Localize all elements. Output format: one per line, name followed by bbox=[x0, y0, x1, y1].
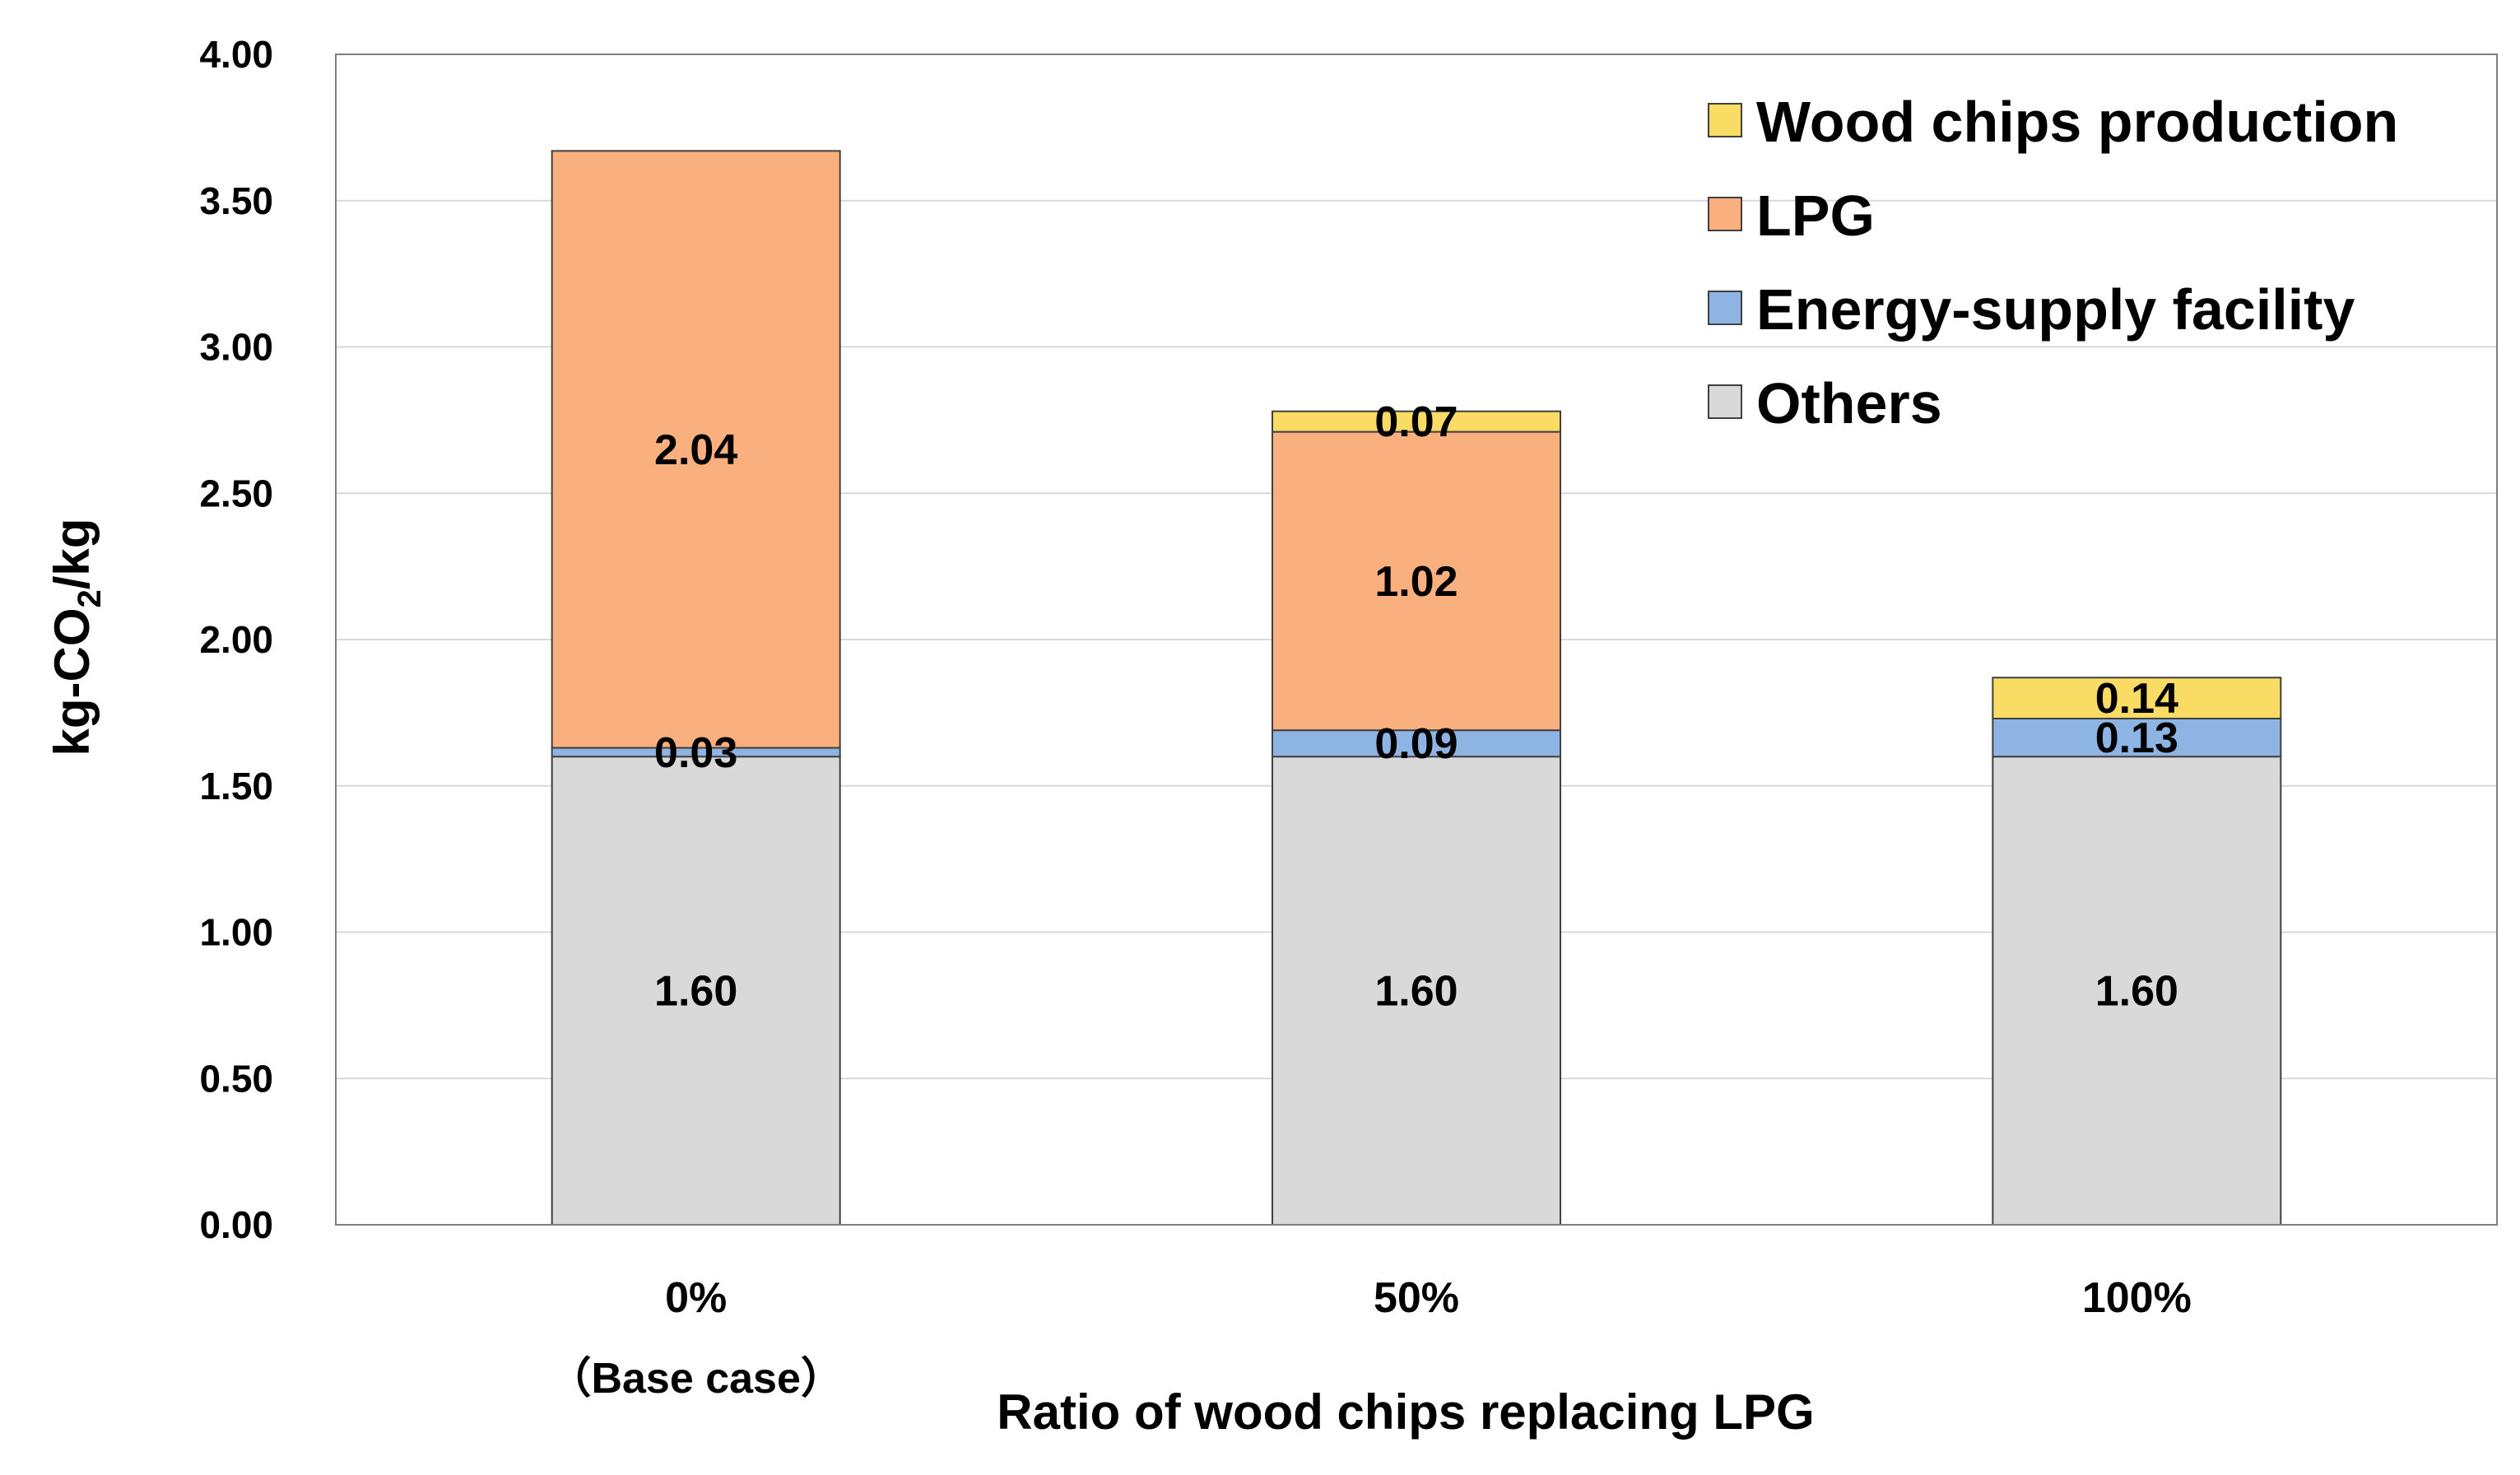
legend-label-lpg: LPG bbox=[1756, 184, 1875, 248]
bar-segment-others bbox=[1272, 756, 1561, 1226]
x-category-label: 100% bbox=[2082, 1274, 2192, 1322]
legend-swatch-wood-chips-production bbox=[1708, 103, 1742, 137]
x-category-label: 50% bbox=[1374, 1274, 1459, 1322]
bar-segment-energy-supply-facility bbox=[1272, 729, 1561, 758]
y-tick-label: 2.00 bbox=[199, 618, 273, 661]
y-tick-label: 2.50 bbox=[199, 472, 273, 514]
plot-area-frame bbox=[335, 54, 2498, 1226]
legend-swatch-others bbox=[1708, 384, 1742, 419]
y-tick-label: 1.00 bbox=[199, 911, 273, 954]
legend-label-wood-chips-production: Wood chips production bbox=[1756, 90, 2398, 154]
data-label: 1.60 bbox=[2095, 968, 2178, 1016]
data-label: 0.14 bbox=[2095, 675, 2178, 723]
bars bbox=[551, 150, 2282, 1226]
y-tick-label: 1.50 bbox=[199, 765, 273, 807]
data-label: 1.60 bbox=[654, 968, 737, 1016]
y-tick-label: 3.50 bbox=[199, 179, 273, 222]
bar-segment-lpg bbox=[551, 150, 841, 749]
x-category-sublabel: （Base case） bbox=[548, 1355, 843, 1403]
legend: Wood chips production LPG Energy-supply fa… bbox=[1708, 90, 2398, 435]
y-tick-label: 4.00 bbox=[199, 33, 273, 76]
data-label: 1.02 bbox=[1374, 558, 1458, 606]
y-tick-label: 0.00 bbox=[199, 1203, 273, 1246]
x-axis-title: Ratio of wood chips replacing LPG bbox=[997, 1384, 1814, 1440]
legend-label-others: Others bbox=[1756, 371, 1942, 435]
y-tick-label: 0.50 bbox=[199, 1057, 273, 1100]
data-labels: 1.60 0.03 2.04 1.60 0.09 1.02 0.07 1.60 0.130.14 bbox=[654, 398, 2178, 1015]
y-axis-title: kg-CO2/kg bbox=[44, 519, 108, 756]
x-category-label: 0% bbox=[665, 1274, 727, 1322]
data-label: 1.60 bbox=[1374, 968, 1458, 1016]
bar-segment-wood-chips-production bbox=[1992, 677, 2282, 719]
data-label: 0.09 bbox=[1374, 720, 1458, 768]
bar-segment-wood-chips-production bbox=[1272, 410, 1561, 433]
bar-segment-energy-supply-facility bbox=[1992, 717, 2282, 758]
legend-swatch-lpg bbox=[1708, 197, 1742, 231]
data-label: 0.03 bbox=[654, 729, 737, 777]
y-axis-ticks: 0.00 0.50 1.00 1.50 2.00 2.50 3.00 3.50 4.00 bbox=[199, 33, 273, 1246]
y-tick-label: 3.00 bbox=[199, 326, 273, 369]
data-label: 0.13 bbox=[2095, 714, 2178, 762]
bar-segment-lpg bbox=[1272, 430, 1561, 732]
legend-swatch-energy-supply-facility bbox=[1708, 291, 1742, 325]
data-label: 2.04 bbox=[654, 426, 737, 474]
data-label: 0.07 bbox=[1374, 398, 1458, 446]
legend-label-energy-supply-facility: Energy-supply facility bbox=[1756, 277, 2355, 342]
x-axis-categories: 0% （Base case） 50% 100% bbox=[548, 1274, 2191, 1403]
